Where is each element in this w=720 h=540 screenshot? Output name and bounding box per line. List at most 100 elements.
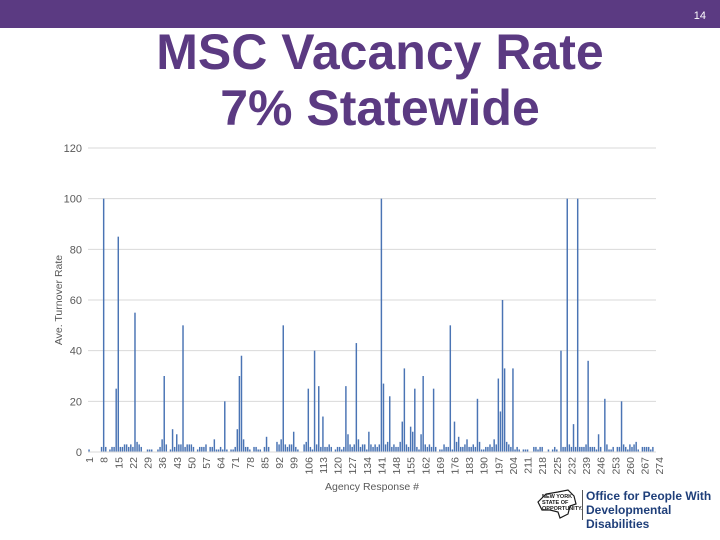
- bar: [376, 446, 378, 452]
- bar: [455, 441, 458, 452]
- bar: [320, 446, 322, 452]
- bar: [136, 441, 138, 452]
- bar: [493, 439, 495, 452]
- x-tick-label: 22: [128, 457, 140, 469]
- x-tick-label: 99: [289, 457, 301, 469]
- bar: [288, 444, 291, 452]
- x-tick-label: 183: [464, 457, 476, 475]
- bar: [186, 444, 188, 452]
- bar: [411, 431, 414, 452]
- bar: [518, 449, 520, 452]
- bar: [234, 446, 236, 452]
- y-tick-label: 80: [70, 244, 82, 256]
- bar: [380, 198, 383, 452]
- bar: [315, 444, 318, 452]
- bar: [524, 449, 527, 452]
- bar: [328, 444, 330, 452]
- bar: [553, 446, 556, 452]
- x-tick-label: 211: [523, 457, 535, 474]
- bar: [111, 446, 113, 452]
- bar: [238, 376, 241, 452]
- bar: [526, 449, 529, 452]
- bar: [163, 376, 165, 452]
- bar: [370, 444, 372, 452]
- x-tick-label: 120: [333, 457, 345, 475]
- bar: [399, 441, 401, 452]
- x-axis-title: Agency Response #: [325, 481, 419, 493]
- bar: [182, 325, 184, 452]
- bar: [146, 449, 149, 452]
- bar: [309, 446, 312, 452]
- bar: [138, 444, 140, 452]
- bar: [434, 446, 437, 452]
- x-tick-label: 57: [201, 457, 213, 469]
- bar: [589, 446, 591, 452]
- bar: [497, 378, 500, 452]
- bar: [297, 449, 299, 452]
- bar: [570, 446, 573, 452]
- bar: [345, 386, 347, 452]
- bar: [188, 444, 191, 452]
- slide-number: 14: [693, 10, 706, 22]
- bar: [349, 444, 351, 452]
- bar: [150, 449, 153, 452]
- bar: [581, 446, 583, 452]
- bar: [535, 446, 537, 452]
- bar: [491, 446, 493, 452]
- bar: [650, 449, 652, 452]
- bar: [336, 446, 339, 452]
- bar: [159, 446, 161, 452]
- bar: [276, 441, 278, 452]
- x-tick-label: 92: [274, 457, 286, 469]
- bar: [224, 401, 226, 452]
- bar: [109, 449, 111, 452]
- x-tick-label: 85: [259, 457, 271, 469]
- bar: [322, 416, 324, 452]
- x-tick-label: 218: [537, 457, 549, 475]
- bar: [606, 444, 608, 452]
- bar: [395, 446, 397, 452]
- bar: [407, 446, 410, 452]
- bar: [641, 446, 644, 452]
- x-tick-label: 15: [113, 457, 125, 469]
- bar: [221, 449, 224, 452]
- x-tick-label: 155: [406, 457, 418, 475]
- x-tick-label: 71: [230, 457, 242, 469]
- bar: [389, 396, 391, 452]
- bar: [257, 449, 259, 452]
- bar: [211, 446, 213, 452]
- bar: [378, 444, 381, 452]
- x-tick-label: 246: [596, 457, 608, 475]
- bar: [169, 449, 172, 452]
- bar: [547, 449, 550, 452]
- bar: [115, 388, 117, 452]
- bar: [125, 444, 128, 452]
- bar: [629, 444, 631, 452]
- bar: [134, 312, 136, 452]
- bar: [226, 449, 228, 452]
- bar: [474, 446, 477, 452]
- bar: [119, 446, 122, 452]
- bar: [176, 434, 178, 452]
- bar: [236, 429, 239, 452]
- bar: [290, 444, 293, 452]
- bar: [420, 434, 422, 452]
- bar: [184, 446, 186, 452]
- bar: [445, 446, 447, 452]
- bar: [196, 449, 199, 452]
- bar: [307, 388, 310, 452]
- bar: [374, 444, 376, 452]
- bar: [416, 446, 418, 452]
- bar: [612, 446, 614, 452]
- bar: [564, 446, 566, 452]
- bar: [205, 444, 207, 452]
- bar: [591, 446, 594, 452]
- bar: [280, 439, 282, 452]
- bar: [173, 446, 176, 452]
- bar: [643, 446, 646, 452]
- bar: [330, 446, 333, 452]
- bar: [587, 360, 589, 452]
- bar: [583, 446, 585, 452]
- bar: [259, 449, 262, 452]
- bar: [470, 446, 472, 452]
